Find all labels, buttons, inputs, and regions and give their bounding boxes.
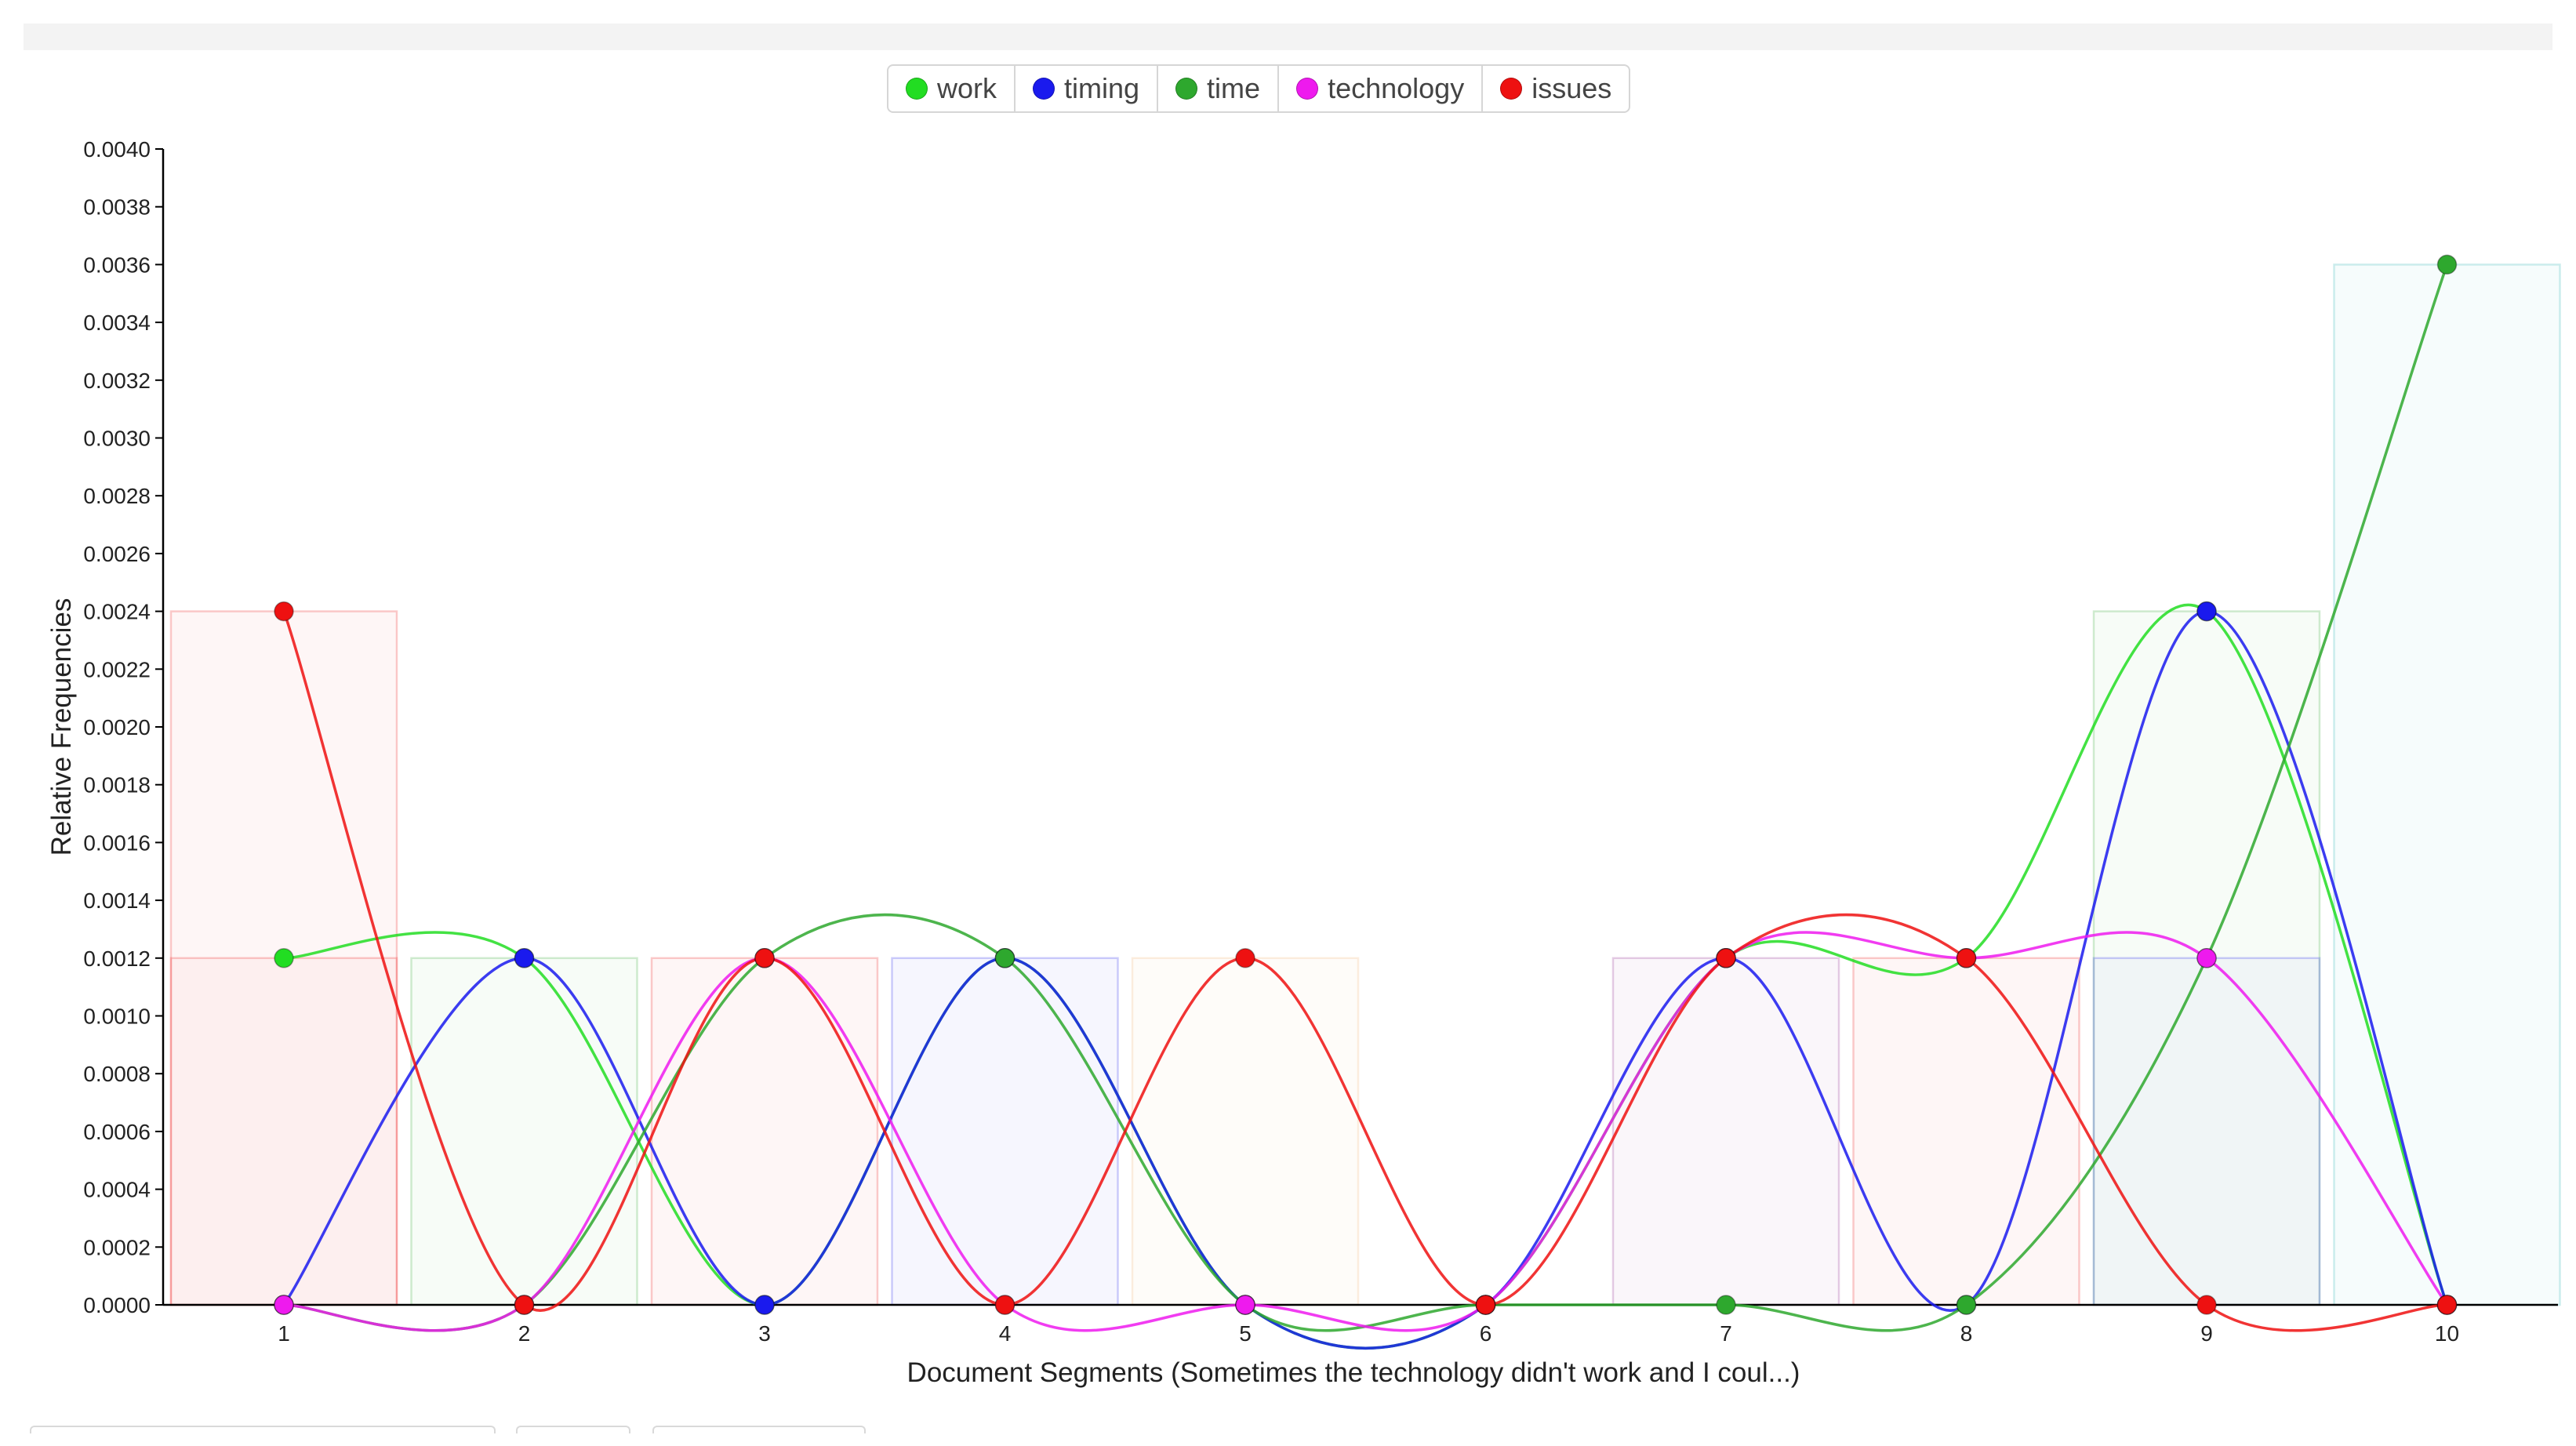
legend-item-work[interactable]: work — [888, 66, 1014, 111]
data-point-issues — [274, 601, 294, 622]
data-point-issues — [994, 1295, 1016, 1315]
y-tick-label: 0.0036 — [83, 253, 151, 277]
data-point-timing — [2196, 601, 2217, 622]
y-tick-label: 0.0000 — [83, 1293, 151, 1317]
data-point-time — [1716, 1295, 1736, 1315]
legend-swatch-icon — [1175, 78, 1198, 100]
legend-swatch-icon — [1296, 78, 1319, 100]
legend-label: time — [1207, 72, 1261, 104]
y-tick-label: 0.0008 — [83, 1062, 151, 1086]
segment-bar — [1611, 957, 1840, 1306]
legend-swatch-icon — [1033, 78, 1055, 100]
background-bars — [169, 263, 2561, 1306]
data-point-issues — [2436, 1295, 2458, 1315]
y-tick-label: 0.0040 — [83, 137, 151, 162]
y-tick-label: 0.0022 — [83, 657, 151, 681]
data-point-time — [2436, 254, 2458, 275]
data-point-technology — [1235, 1295, 1255, 1315]
segment-bar — [650, 957, 879, 1306]
segment-bar-overlay — [2092, 957, 2321, 1306]
data-point-issues — [1716, 948, 1736, 968]
x-tick-label: 7 — [1720, 1321, 1732, 1346]
data-point-work — [274, 948, 294, 968]
segment-bar — [2333, 263, 2561, 1306]
y-tick-label: 0.0010 — [83, 1005, 151, 1029]
data-point-issues — [1235, 948, 1255, 968]
legend-label: issues — [1531, 72, 1612, 104]
data-point-issues — [1475, 1295, 1496, 1315]
y-tick-label: 0.0012 — [83, 946, 151, 971]
top-toolbar-strip — [24, 24, 2552, 50]
legend-item-time[interactable]: time — [1157, 66, 1277, 111]
data-point-technology — [2196, 948, 2217, 968]
legend-label: technology — [1328, 72, 1465, 104]
y-tick-label: 0.0016 — [83, 830, 151, 855]
legend-swatch-icon — [906, 78, 928, 100]
x-tick-label: 8 — [1960, 1321, 1973, 1346]
data-point-technology — [274, 1295, 294, 1315]
y-tick-label: 0.0034 — [83, 311, 151, 335]
y-tick-label: 0.0032 — [83, 369, 151, 393]
data-point-time — [1956, 1295, 1977, 1315]
y-tick-label: 0.0002 — [83, 1235, 151, 1259]
segment-bar-overlay — [169, 957, 398, 1306]
x-tick-label: 2 — [518, 1321, 531, 1346]
legend-label: timing — [1064, 72, 1140, 104]
segment-bar — [410, 957, 638, 1306]
y-tick-label: 0.0004 — [83, 1178, 151, 1202]
y-tick-label: 0.0024 — [83, 600, 151, 624]
y-tick-label: 0.0038 — [83, 195, 151, 220]
y-tick-label: 0.0028 — [83, 484, 151, 508]
x-tick-label: 4 — [999, 1321, 1012, 1346]
legend-item-issues[interactable]: issues — [1481, 66, 1629, 111]
data-point-time — [994, 948, 1016, 968]
bottom-control[interactable] — [652, 1426, 866, 1433]
chart-legend: work timing time technology issues — [887, 64, 1631, 113]
data-point-issues — [2196, 1295, 2217, 1315]
x-tick-label: 9 — [2200, 1321, 2213, 1346]
x-tick-label: 1 — [278, 1321, 290, 1346]
y-tick-label: 0.0030 — [83, 427, 151, 451]
y-tick-label: 0.0018 — [83, 773, 151, 797]
x-tick-label: 5 — [1239, 1321, 1252, 1346]
data-point-timing — [754, 1295, 775, 1315]
y-tick-label: 0.0006 — [83, 1120, 151, 1144]
data-point-issues — [1956, 948, 1977, 968]
legend-label: work — [937, 72, 997, 104]
series-points — [274, 254, 2458, 1315]
x-tick-label: 10 — [2435, 1321, 2459, 1346]
segment-bar — [1852, 957, 2080, 1306]
legend-item-timing[interactable]: timing — [1014, 66, 1157, 111]
y-tick-label: 0.0026 — [83, 542, 151, 566]
series-lines — [282, 263, 2449, 1350]
data-point-issues — [754, 948, 775, 968]
series-line-time — [283, 263, 2449, 1332]
segment-bar — [1131, 957, 1360, 1306]
bottom-control[interactable] — [516, 1426, 630, 1433]
legend-item-technology[interactable]: technology — [1277, 66, 1481, 111]
x-axis-label: Document Segments (Sometimes the technol… — [907, 1357, 1800, 1388]
legend-swatch-icon — [1500, 78, 1523, 100]
x-tick-label: 3 — [758, 1321, 771, 1346]
y-tick-label: 0.0020 — [83, 715, 151, 739]
bottom-control[interactable] — [30, 1426, 496, 1433]
y-tick-label: 0.0014 — [83, 888, 151, 913]
data-point-timing — [514, 948, 535, 968]
y-axis-label: Relative Frequencies — [46, 598, 77, 856]
segment-bar — [891, 957, 1119, 1306]
data-point-issues — [514, 1295, 535, 1315]
series-line-technology — [283, 931, 2448, 1332]
x-tick-label: 6 — [1480, 1321, 1492, 1346]
